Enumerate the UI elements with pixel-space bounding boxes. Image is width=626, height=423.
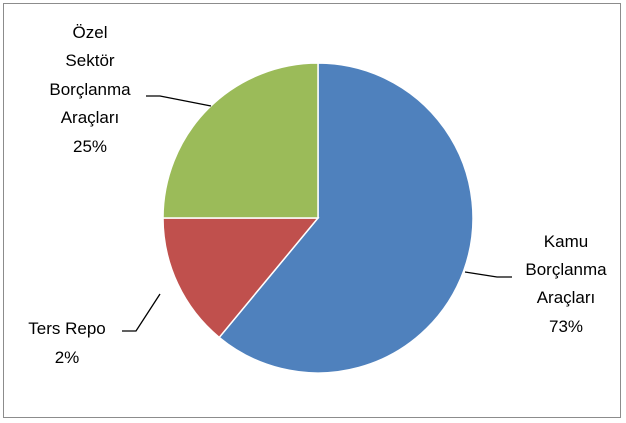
pie-slice-ters-repo <box>162 217 320 339</box>
leader-line-ters-repo <box>122 293 161 332</box>
slice-label-ozel-line3: Borçlanma <box>49 80 131 99</box>
leader-line-ozel <box>146 95 212 107</box>
slice-label-ters-repo: Ters Repo <box>28 319 105 338</box>
slice-label-ozel-line2: Sektör <box>65 51 114 70</box>
slice-pct-ozel: 25% <box>73 137 107 156</box>
slice-label-kamu-line3: Araçları <box>537 288 596 307</box>
leader-line-kamu <box>464 271 512 278</box>
pie-slice-ozel <box>162 62 319 219</box>
slice-label-ozel-line4: Araçları <box>61 108 120 127</box>
slice-label-kamu-line1: Kamu <box>544 232 588 251</box>
slice-pct-ters-repo: 2% <box>55 348 80 367</box>
slice-pct-kamu: 73% <box>549 317 583 336</box>
slice-label-kamu-line2: Borçlanma <box>525 260 607 279</box>
pie-slice-kamu <box>218 62 474 374</box>
leader-lines <box>122 95 512 332</box>
slice-label-ozel-line1: Özel <box>73 23 108 42</box>
pie-slices <box>162 62 474 374</box>
